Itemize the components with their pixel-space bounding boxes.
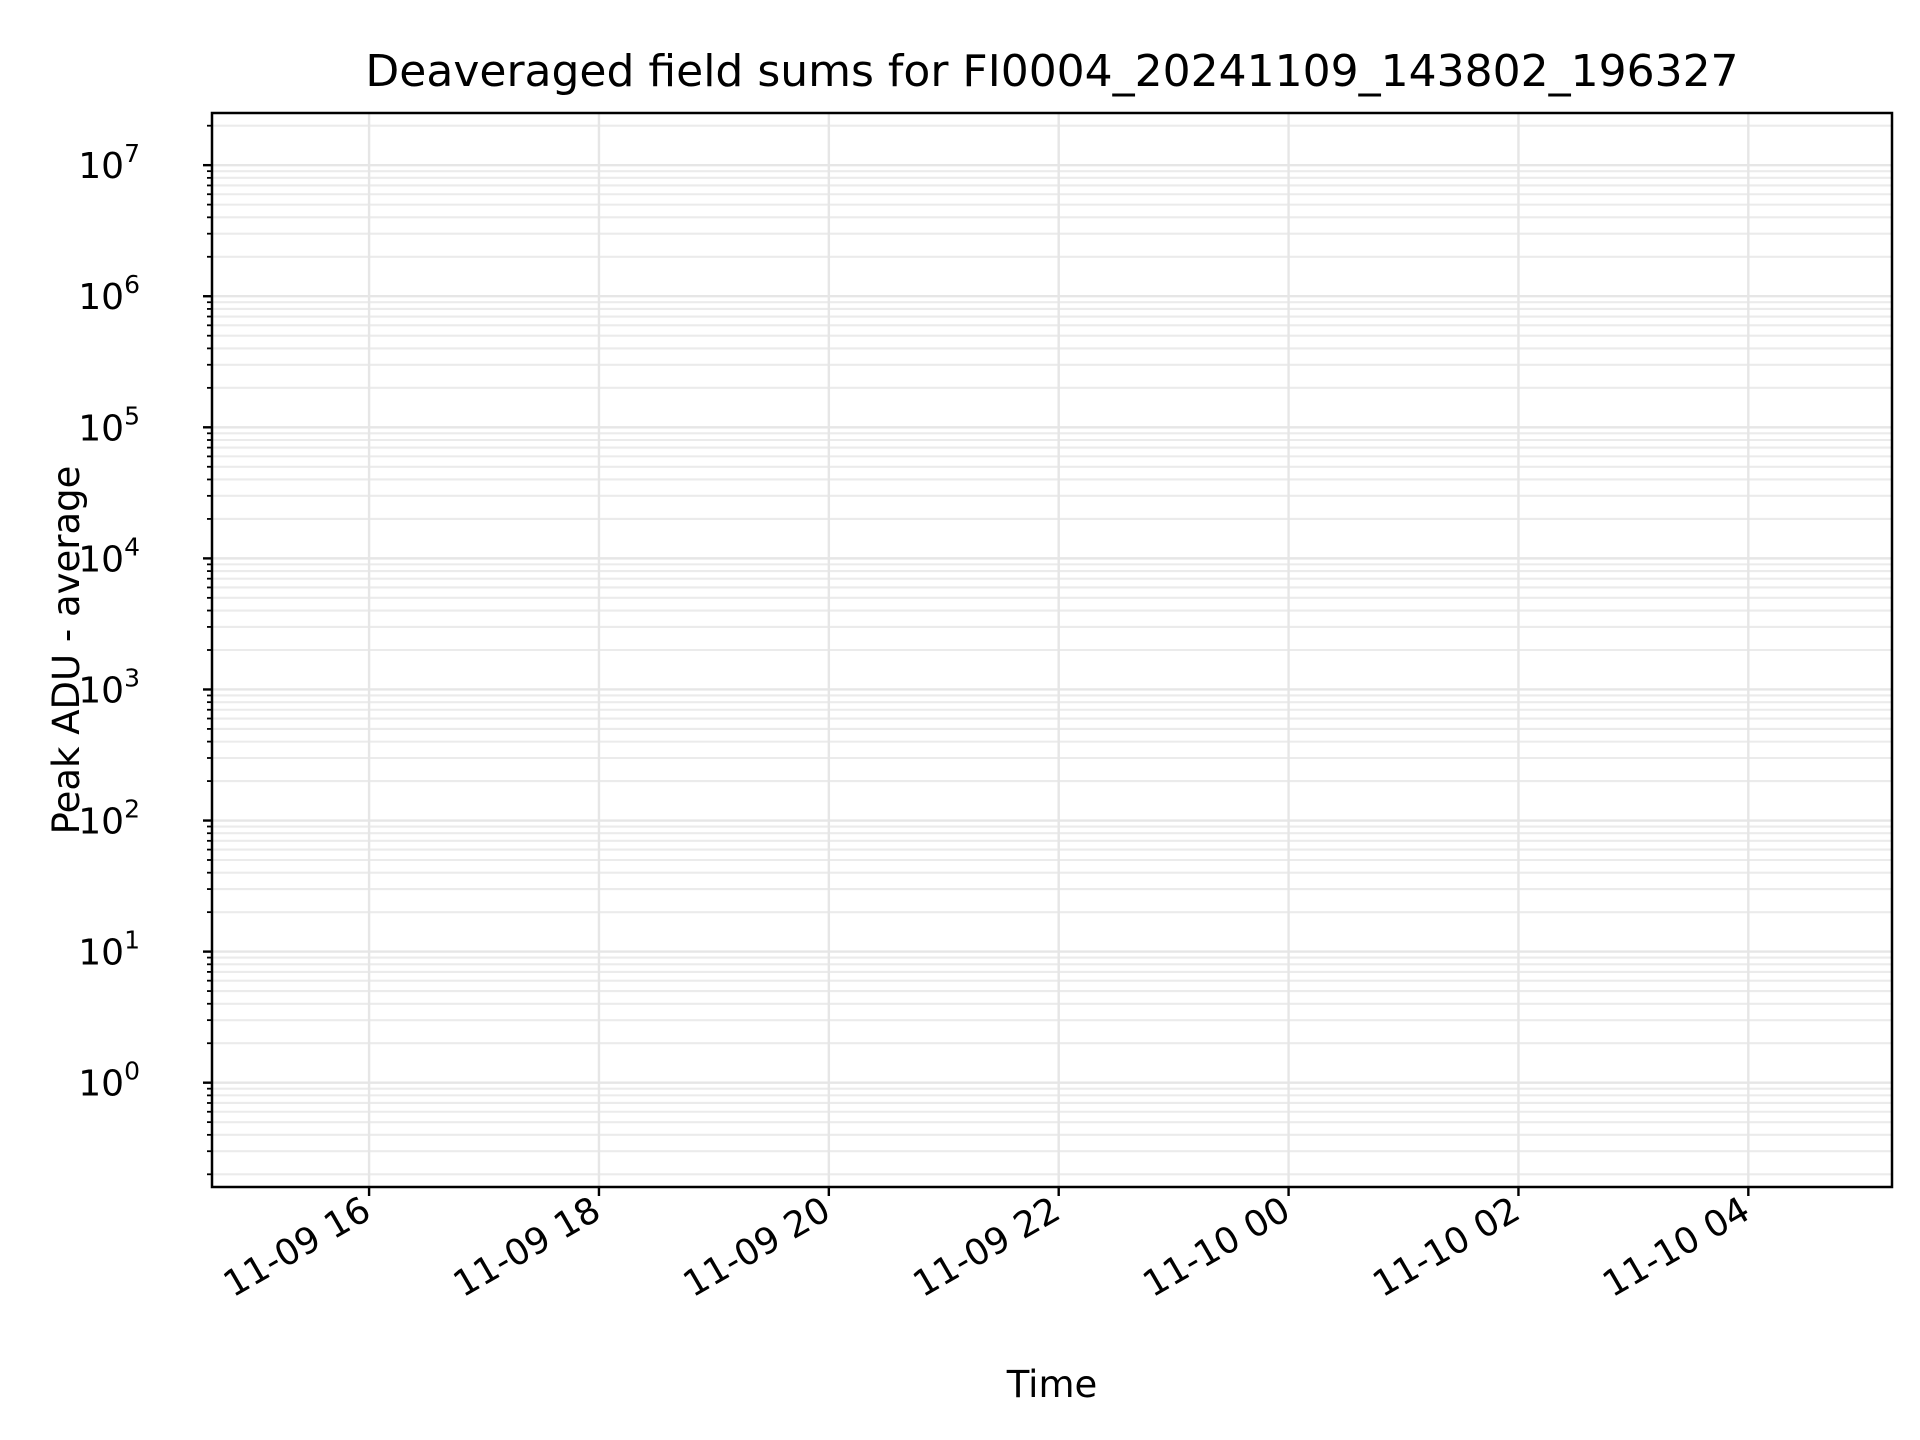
y-axis-label: Peak ADU - average	[45, 466, 88, 835]
y-tick-label: 104	[78, 532, 140, 580]
y-tick-label: 102	[78, 795, 140, 843]
y-tick-label: 105	[78, 401, 140, 449]
y-tick-label: 100	[78, 1057, 140, 1105]
y-tick-label: 103	[78, 663, 140, 711]
y-axis: 100 101 102 103 104 105 106 107	[78, 124, 212, 1176]
y-tick-label: 101	[78, 926, 140, 974]
grid	[212, 113, 1892, 1187]
y-tick-label: 106	[78, 270, 140, 318]
x-axis-label: Time	[1006, 1363, 1098, 1406]
chart-title: Deaveraged field sums for FI0004_2024110…	[365, 46, 1738, 97]
y-tick-label: 107	[78, 139, 140, 187]
